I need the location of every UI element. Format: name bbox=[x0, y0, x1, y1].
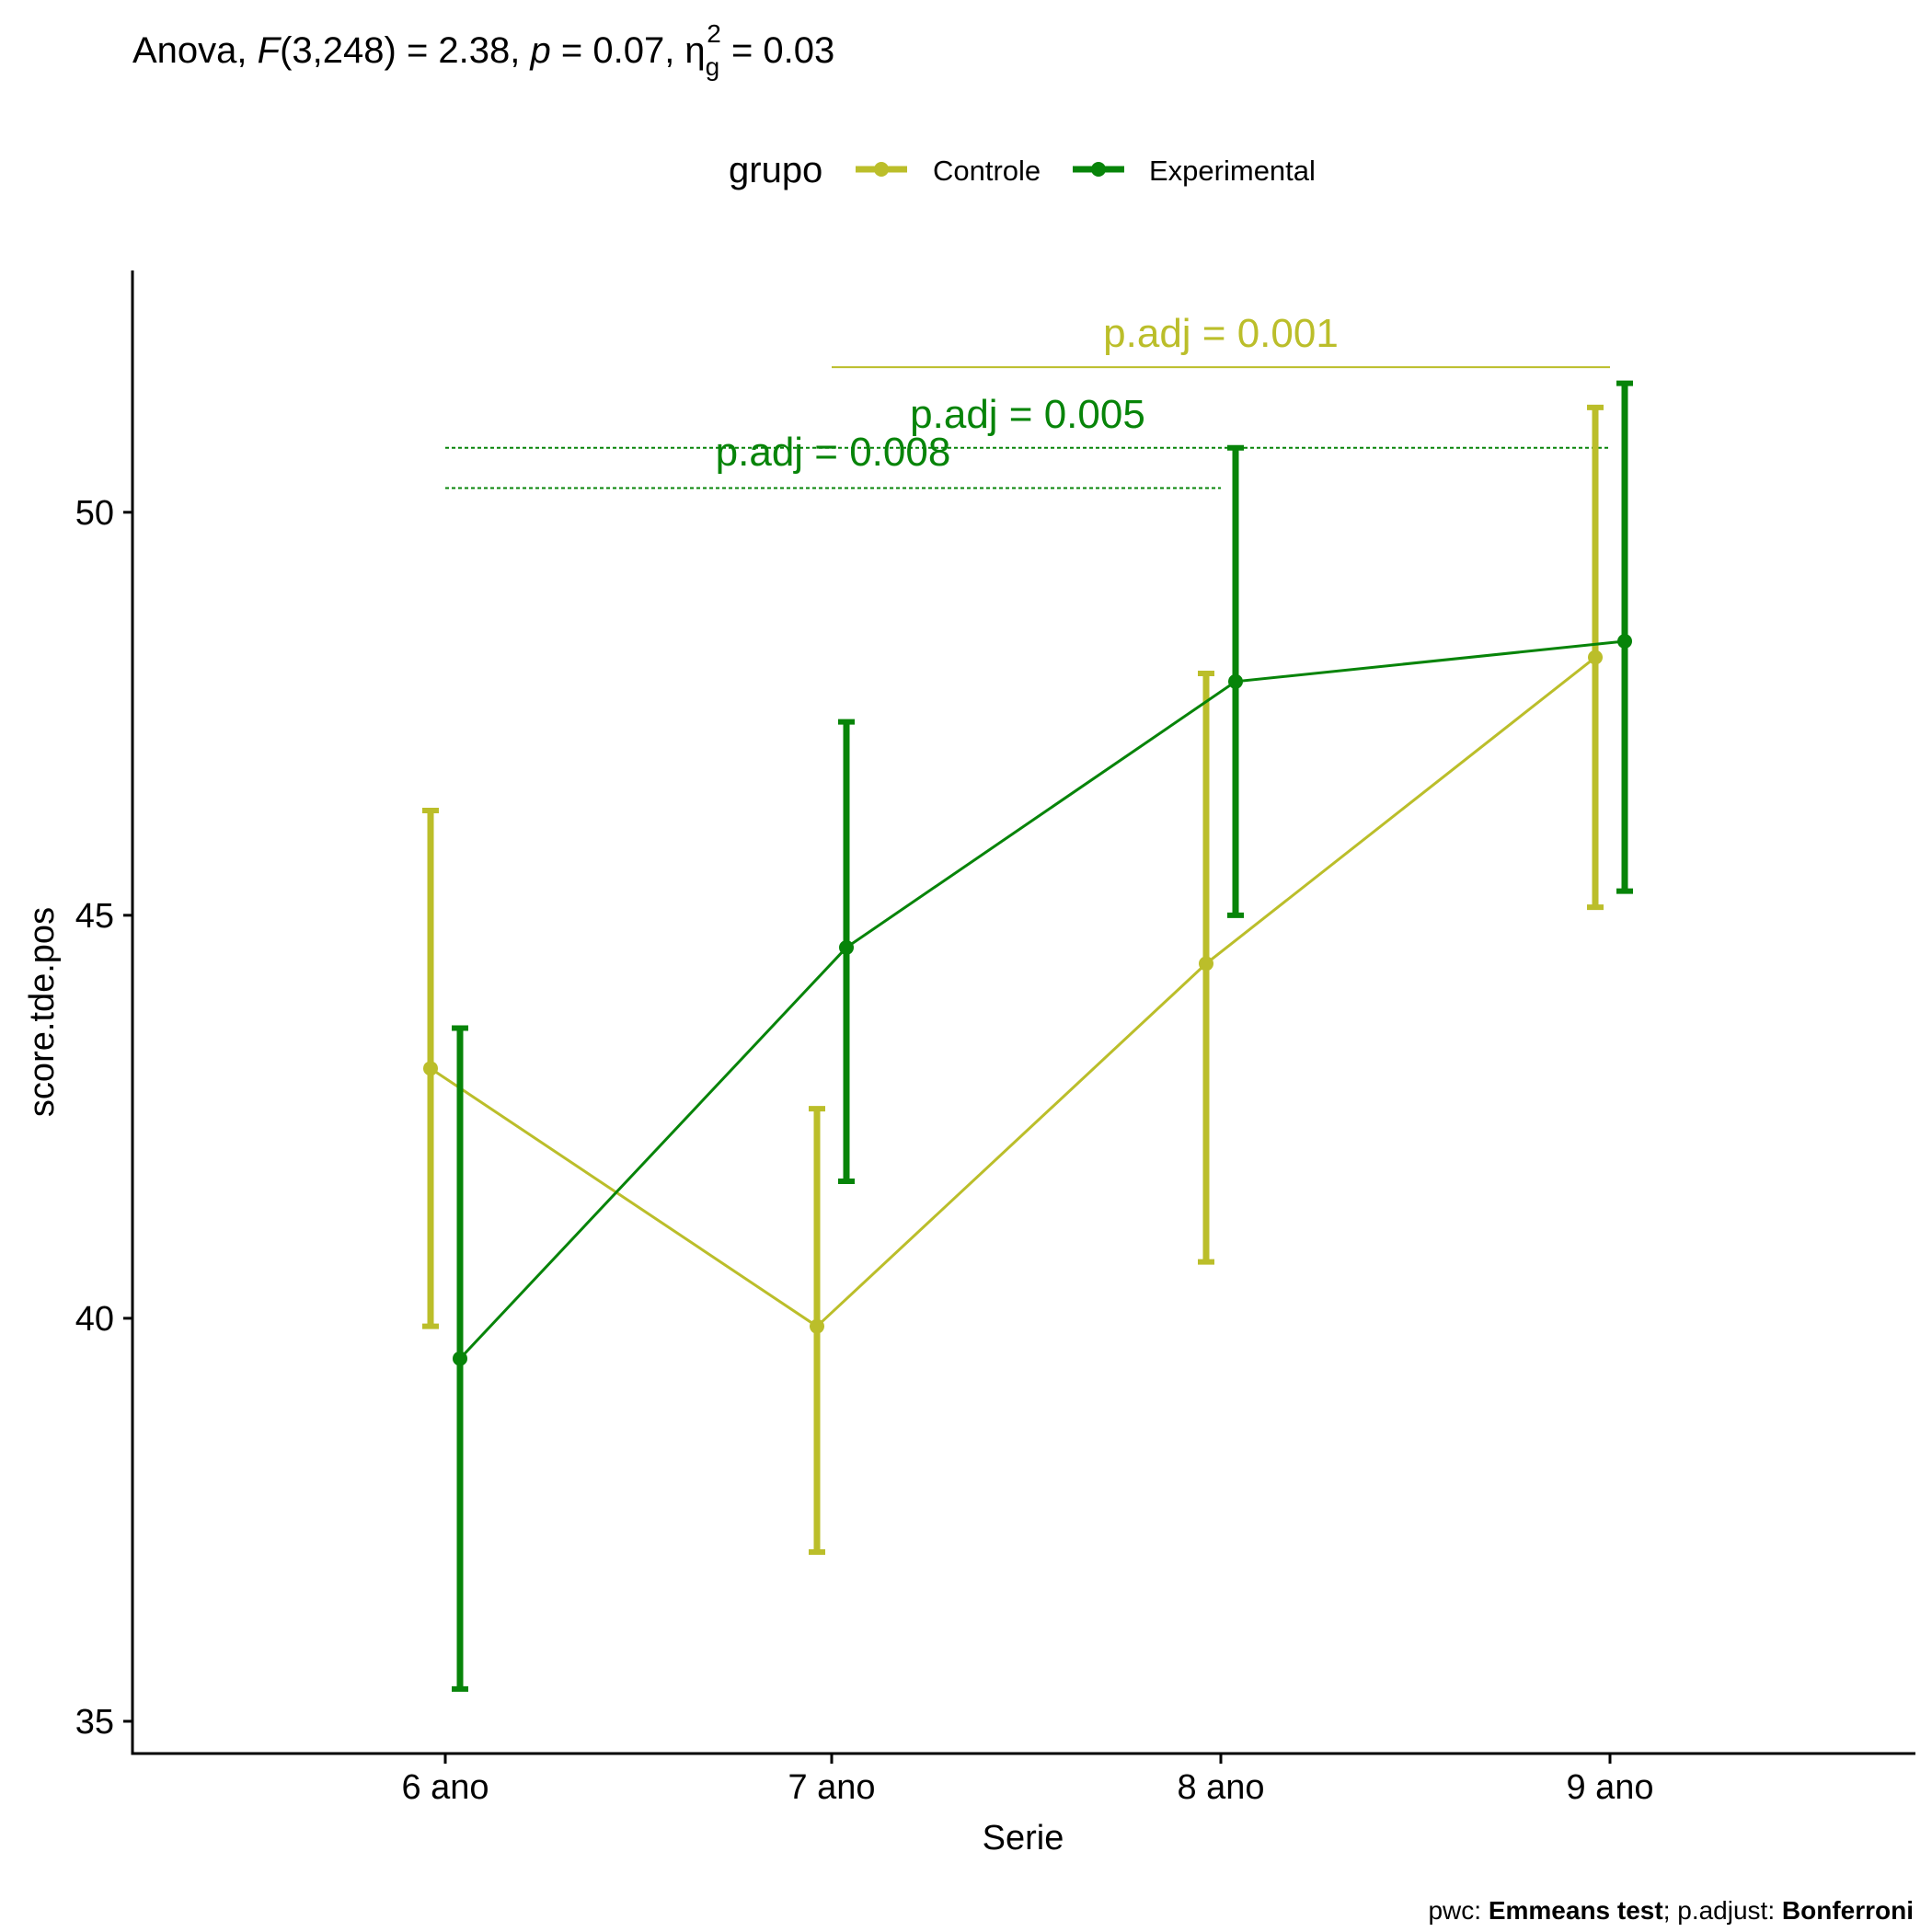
series-line bbox=[430, 656, 1596, 1328]
chart-title: Anova, F(3,248) = 2.38, p = 0.07, ηg 2 = … bbox=[132, 19, 834, 81]
data-point bbox=[1617, 634, 1632, 649]
series-experimental bbox=[452, 380, 1633, 1692]
title-eta-sub: g bbox=[706, 52, 720, 81]
data-point bbox=[423, 1061, 438, 1076]
legend: grupo Controle Experimental bbox=[729, 150, 1316, 190]
y-tick-label: 40 bbox=[75, 1300, 114, 1339]
y-tick-label: 50 bbox=[75, 494, 114, 533]
x-tick-label: 6 ano bbox=[401, 1768, 489, 1807]
legend-title: grupo bbox=[729, 150, 822, 190]
x-axis-title: Serie bbox=[983, 1819, 1064, 1857]
legend-item-controle: Controle bbox=[856, 155, 1041, 187]
title-df: (3,248) = 2.38, bbox=[280, 30, 530, 71]
legend-item-experimental: Experimental bbox=[1073, 155, 1316, 187]
caption-pwc: pwc: bbox=[1428, 1896, 1488, 1925]
x-tick-label: 8 ano bbox=[1177, 1768, 1264, 1807]
comparison-label: p.adj = 0.001 bbox=[1103, 311, 1339, 356]
series-line bbox=[458, 639, 1626, 1360]
caption: pwc: Emmeans test; p.adjust: Bonferroni bbox=[1428, 1896, 1914, 1925]
title-F: F bbox=[258, 30, 282, 71]
caption-test: Emmeans test bbox=[1489, 1896, 1663, 1925]
title-p-value: = 0.07, bbox=[551, 30, 685, 71]
comparison-label: p.adj = 0.005 bbox=[910, 392, 1145, 437]
y-axis-title: score.tde.pos bbox=[23, 907, 62, 1117]
data-point bbox=[453, 1351, 467, 1366]
legend-key-point-experimental bbox=[1091, 162, 1106, 177]
legend-key-point-controle bbox=[874, 162, 889, 177]
data-point bbox=[810, 1318, 824, 1334]
x-tick-label: 9 ano bbox=[1566, 1768, 1653, 1807]
data-point bbox=[1228, 673, 1243, 689]
legend-label-controle: Controle bbox=[933, 155, 1041, 187]
caption-sep: ; p.adjust: bbox=[1663, 1896, 1782, 1925]
title-prefix: Anova, bbox=[132, 30, 258, 71]
data-point bbox=[1199, 956, 1213, 972]
y-tick-label: 35 bbox=[75, 1703, 114, 1742]
legend-label-experimental: Experimental bbox=[1149, 155, 1316, 187]
y-tick-label: 45 bbox=[75, 897, 114, 936]
data-point bbox=[839, 939, 854, 955]
y-axis-ticks: 35 40 45 50 bbox=[75, 494, 132, 1742]
data-point bbox=[1588, 650, 1603, 665]
series-controle bbox=[422, 404, 1604, 1555]
comparison-label: p.adj = 0.008 bbox=[716, 430, 951, 475]
caption-method: Bonferroni bbox=[1782, 1896, 1914, 1925]
title-eta: η bbox=[684, 30, 705, 71]
title-p: p bbox=[530, 30, 551, 71]
title-eta-sup: 2 bbox=[707, 19, 721, 48]
series-layer bbox=[422, 380, 1633, 1692]
x-axis-ticks: 6 ano 7 ano 8 ano 9 ano bbox=[401, 1754, 1654, 1807]
x-tick-label: 7 ano bbox=[788, 1768, 875, 1807]
title-eta-value: = 0.03 bbox=[721, 30, 834, 71]
